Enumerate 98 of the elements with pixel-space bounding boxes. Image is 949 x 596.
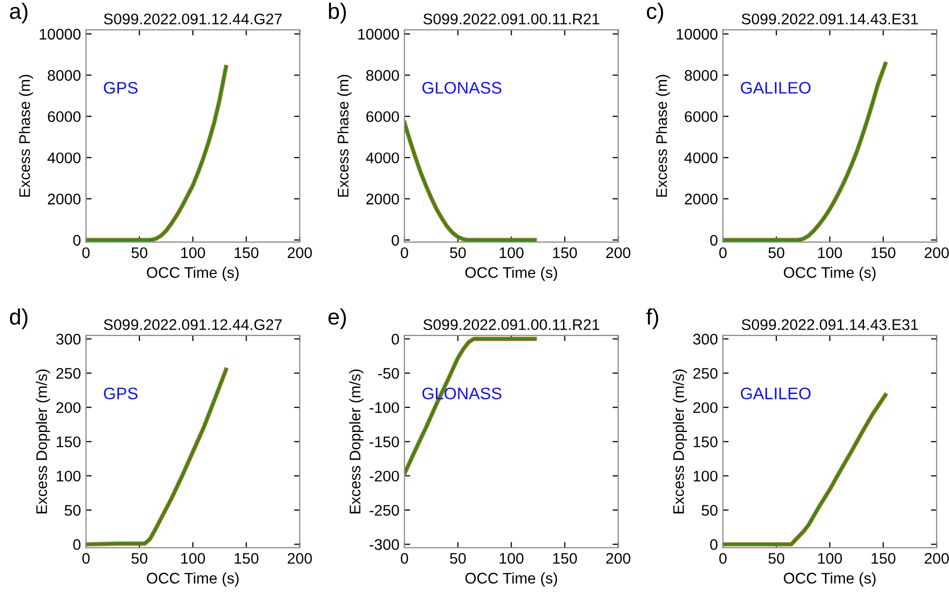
x-tick-label: 100 (818, 552, 842, 564)
text: e) (328, 308, 346, 330)
x-tick-label: 0 (82, 552, 90, 564)
x-tick-label: 100 (500, 552, 524, 564)
y-tick-label: 10000 (676, 28, 718, 40)
text: f) (646, 308, 658, 330)
x-tick-label: 100 (181, 247, 205, 258)
y-axis-title: Excess Phase (m) (656, 74, 670, 197)
y-tick-label: -200 (370, 470, 399, 482)
y-tick-label: 6000 (684, 111, 718, 122)
y-tick-label: 200 (693, 402, 718, 414)
y-tick-label: 50 (702, 504, 718, 516)
x-tick-label: 150 (872, 552, 896, 564)
x-axis-title: OCC Time (s) (465, 572, 558, 587)
y-tick-label: 150 (694, 436, 718, 448)
x-tick-label: 0 (719, 552, 727, 564)
x-tick-label: 150 (234, 247, 258, 258)
chart-title: S099.2022.091.14.43.E31 (742, 319, 918, 330)
y-tick-label: 4000 (47, 152, 81, 164)
y-tick-label: 6000 (48, 111, 81, 122)
y-tick-label: 0 (73, 539, 81, 550)
y-tick-label: -250 (370, 504, 399, 516)
x-tick-label: 50 (132, 247, 148, 258)
y-axis-title: Excess Doppler (m/s) (36, 370, 50, 514)
y-tick-label: 100 (56, 470, 81, 482)
annotation: GLONASS (422, 82, 502, 94)
x-tick-label: 200 (924, 552, 949, 564)
y-tick-label: 250 (56, 368, 81, 379)
x-axis-title: OCC Time (s) (784, 572, 876, 587)
chart-title: S099.2022.091.12.44.G27 (104, 14, 282, 24)
y-axis-title: Excess Doppler (m/s) (672, 370, 688, 514)
x-tick-label: 0 (400, 552, 408, 564)
y-tick-label: 300 (56, 334, 81, 345)
y-tick-label: 10000 (358, 28, 399, 40)
y-tick-label: -150 (370, 436, 399, 448)
y-tick-label: 10000 (40, 28, 81, 40)
annotation: GPS (104, 82, 138, 94)
annotation: GALILEO (740, 82, 811, 94)
x-tick-label: 50 (450, 247, 466, 258)
x-tick-label: 150 (553, 552, 577, 564)
x-tick-label: 200 (606, 247, 630, 258)
y-tick-label: -100 (370, 402, 399, 414)
text: c) (646, 2, 664, 24)
x-axis-title: OCC Time (s) (784, 266, 876, 281)
text: b) (328, 2, 346, 24)
y-tick-label: 0 (710, 539, 718, 550)
y-tick-label: 4000 (684, 152, 718, 164)
y-tick-label: 300 (693, 334, 718, 345)
text: d) (10, 308, 28, 330)
y-tick-label: 0 (392, 334, 399, 345)
x-axis-title: OCC Time (s) (146, 266, 239, 281)
y-tick-label: 150 (56, 436, 81, 448)
x-axis-title: OCC Time (s) (146, 572, 239, 587)
x-tick-label: 100 (818, 247, 842, 258)
y-tick-label: 250 (693, 368, 718, 379)
y-axis-title: Excess Phase (m) (18, 74, 34, 197)
y-tick-label: 0 (392, 234, 399, 246)
y-tick-label: 2000 (48, 194, 81, 204)
y-tick-label: 8000 (48, 70, 81, 81)
x-tick-label: 200 (288, 552, 312, 564)
annotation: GALILEO (740, 388, 811, 400)
y-tick-label: 2000 (684, 194, 718, 204)
x-tick-label: 0 (82, 247, 90, 258)
y-tick-label: 2000 (366, 194, 399, 204)
y-tick-label: 8000 (684, 70, 718, 81)
x-tick-label: 200 (606, 552, 630, 564)
x-tick-label: 0 (719, 247, 727, 258)
x-tick-label: 100 (500, 247, 524, 258)
x-tick-label: 50 (768, 247, 784, 258)
chart-title: S099.2022.091.14.43.E31 (742, 14, 918, 24)
chart-title: S099.2022.091.00.11.R21 (423, 14, 600, 24)
annotation: GPS (104, 388, 138, 400)
y-axis-title: Excess Doppler (m/s) (349, 370, 364, 514)
x-tick-label: 50 (132, 552, 148, 564)
y-tick-label: 0 (710, 234, 718, 246)
x-tick-label: 50 (450, 552, 466, 564)
text: a) (10, 2, 28, 24)
y-tick-label: 50 (64, 504, 81, 516)
x-tick-label: 0 (400, 247, 408, 258)
x-tick-label: 200 (288, 247, 312, 258)
chart-title: S099.2022.091.00.11.R21 (423, 319, 600, 330)
y-tick-label: -300 (370, 539, 399, 550)
x-tick-label: 150 (234, 552, 258, 564)
x-tick-label: 150 (872, 247, 896, 258)
x-tick-label: 150 (553, 247, 577, 258)
x-tick-label: 100 (181, 552, 205, 564)
x-tick-label: 50 (768, 552, 784, 564)
y-tick-label: 100 (694, 470, 718, 482)
chart-title: S099.2022.091.12.44.G27 (104, 319, 282, 330)
x-tick-label: 200 (924, 247, 949, 258)
y-tick-label: -50 (378, 368, 399, 379)
y-tick-label: 6000 (366, 111, 399, 122)
y-tick-label: 4000 (366, 152, 399, 164)
y-axis-title: Excess Phase (m) (337, 74, 352, 197)
y-tick-label: 8000 (366, 70, 399, 81)
y-tick-label: 200 (56, 402, 81, 414)
y-tick-label: 0 (73, 234, 81, 246)
x-axis-title: OCC Time (s) (465, 266, 558, 281)
